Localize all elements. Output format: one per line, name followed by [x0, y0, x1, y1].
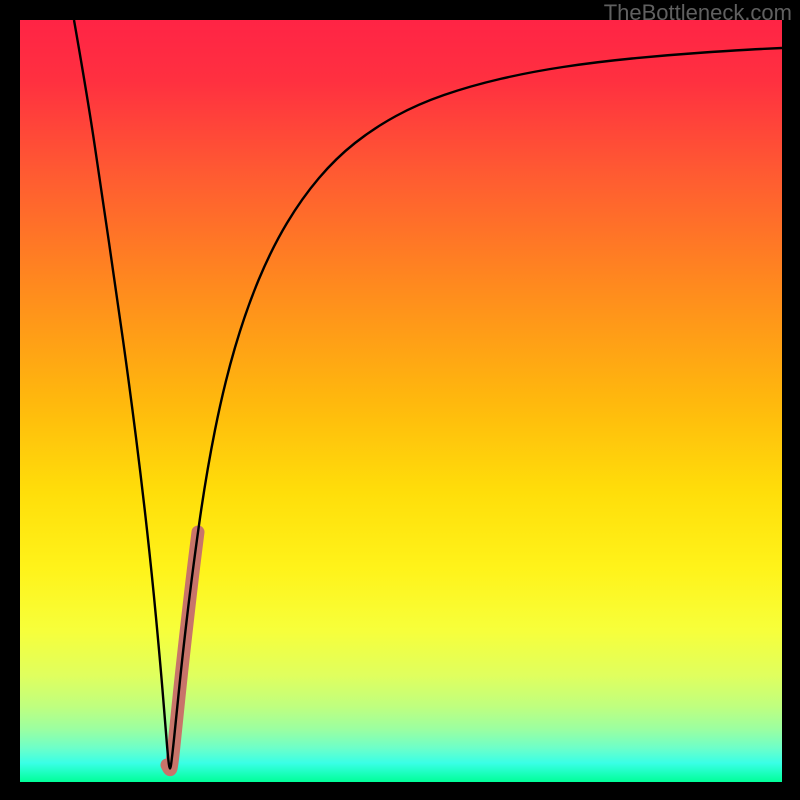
watermark-text: TheBottleneck.com: [604, 0, 792, 26]
chart-container: TheBottleneck.com: [0, 0, 800, 800]
curve-layer: [20, 20, 782, 782]
plot-area: [20, 20, 782, 782]
